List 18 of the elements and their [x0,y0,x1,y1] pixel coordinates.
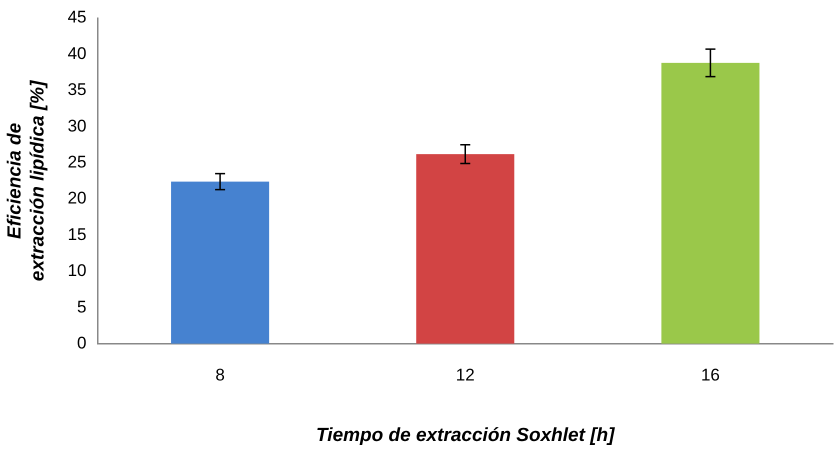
y-tick-label: 5 [77,297,87,316]
x-tick-label: 12 [456,366,475,385]
y-tick-label: 20 [68,188,87,208]
y-tick-label: 0 [77,333,87,352]
x-tick-label: 16 [700,366,720,385]
y-tick-label: 15 [68,224,87,244]
bar [171,182,270,344]
y-tick-label: 40 [68,44,87,63]
y-tick-label: 45 [68,8,87,27]
bar [416,154,514,344]
y-tick-label: 30 [68,116,87,136]
y-tick-label: 35 [68,80,87,100]
y-axis-title: Eficiencia de extracción lipídica [%] [4,80,48,282]
x-tick-label: 8 [215,366,225,385]
x-axis-title: Tiempo de extracción Soxhlet [h] [316,424,616,446]
y-tick-label: 25 [68,152,87,172]
bar [661,62,760,344]
y-tick-label: 10 [68,261,87,280]
